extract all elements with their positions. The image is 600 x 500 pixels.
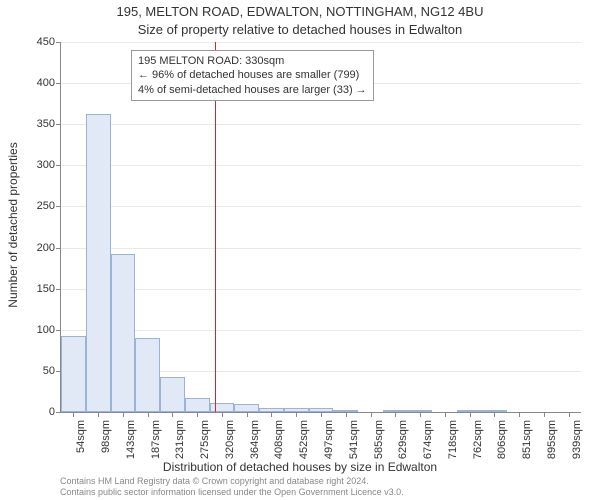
histogram-bar [234,404,259,412]
xtick-label: 939sqm [571,420,583,480]
xtick-mark [346,412,347,417]
xtick-label: 452sqm [298,420,310,480]
xtick-mark [247,412,248,417]
ytick-label: 350 [15,118,55,130]
xtick-mark [395,412,396,417]
xtick-label: 895sqm [546,420,558,480]
histogram-bar [210,403,235,412]
copyright-line2: Contains public sector information licen… [60,487,404,497]
xtick-mark [123,412,124,417]
ytick-label: 100 [15,324,55,336]
xtick-mark [296,412,297,417]
ytick-label: 400 [15,77,55,89]
xtick-label: 98sqm [100,420,112,480]
xtick-label: 541sqm [348,420,360,480]
gridline [61,248,581,249]
ytick-label: 250 [15,200,55,212]
histogram-bar [160,377,185,412]
xtick-label: 629sqm [397,420,409,480]
xtick-label: 806sqm [496,420,508,480]
annotation-box: 195 MELTON ROAD: 330sqm ← 96% of detache… [131,50,374,101]
annotation-line2: ← 96% of detached houses are smaller (79… [138,68,367,82]
histogram-bar [86,114,111,412]
ytick-mark [56,289,61,290]
xtick-mark [98,412,99,417]
xtick-mark [470,412,471,417]
xtick-label: 762sqm [472,420,484,480]
gridline [61,330,581,331]
xtick-label: 408sqm [273,420,285,480]
xtick-label: 851sqm [521,420,533,480]
xtick-mark [420,412,421,417]
ytick-mark [56,83,61,84]
ytick-mark [56,165,61,166]
xtick-label: 187sqm [150,420,162,480]
xtick-mark [222,412,223,417]
xtick-mark [73,412,74,417]
xtick-mark [519,412,520,417]
chart-container: 195, MELTON ROAD, EDWALTON, NOTTINGHAM, … [0,0,600,500]
ytick-mark [56,412,61,413]
xtick-mark [445,412,446,417]
xtick-label: 497sqm [323,420,335,480]
xtick-label: 718sqm [447,420,459,480]
xtick-label: 143sqm [125,420,137,480]
xtick-mark [544,412,545,417]
xtick-mark [371,412,372,417]
gridline [61,206,581,207]
gridline [61,124,581,125]
xtick-mark [321,412,322,417]
ytick-mark [56,206,61,207]
gridline [61,42,581,43]
ytick-mark [56,330,61,331]
xtick-mark [271,412,272,417]
plot-area: 195 MELTON ROAD: 330sqm ← 96% of detache… [60,42,581,413]
ytick-label: 450 [15,36,55,48]
ytick-label: 300 [15,159,55,171]
ytick-label: 200 [15,242,55,254]
xtick-label: 231sqm [174,420,186,480]
xtick-mark [172,412,173,417]
ytick-label: 150 [15,283,55,295]
xtick-label: 364sqm [249,420,261,480]
gridline [61,165,581,166]
ytick-label: 0 [15,406,55,418]
chart-title-line1: 195, MELTON ROAD, EDWALTON, NOTTINGHAM, … [0,4,600,19]
annotation-line3: 4% of semi-detached houses are larger (3… [138,83,367,97]
histogram-bar [185,398,210,412]
ytick-mark [56,42,61,43]
chart-title-line2: Size of property relative to detached ho… [0,22,600,37]
ytick-mark [56,248,61,249]
gridline [61,289,581,290]
xtick-mark [494,412,495,417]
ytick-mark [56,124,61,125]
histogram-bar [111,254,136,412]
xtick-mark [569,412,570,417]
histogram-bar [135,338,160,412]
xtick-label: 275sqm [199,420,211,480]
xtick-label: 54sqm [75,420,87,480]
ytick-label: 50 [15,365,55,377]
histogram-bar [61,336,86,412]
xtick-label: 674sqm [422,420,434,480]
xtick-label: 320sqm [224,420,236,480]
xtick-mark [148,412,149,417]
annotation-line1: 195 MELTON ROAD: 330sqm [138,54,367,68]
xtick-label: 585sqm [373,420,385,480]
xtick-mark [197,412,198,417]
